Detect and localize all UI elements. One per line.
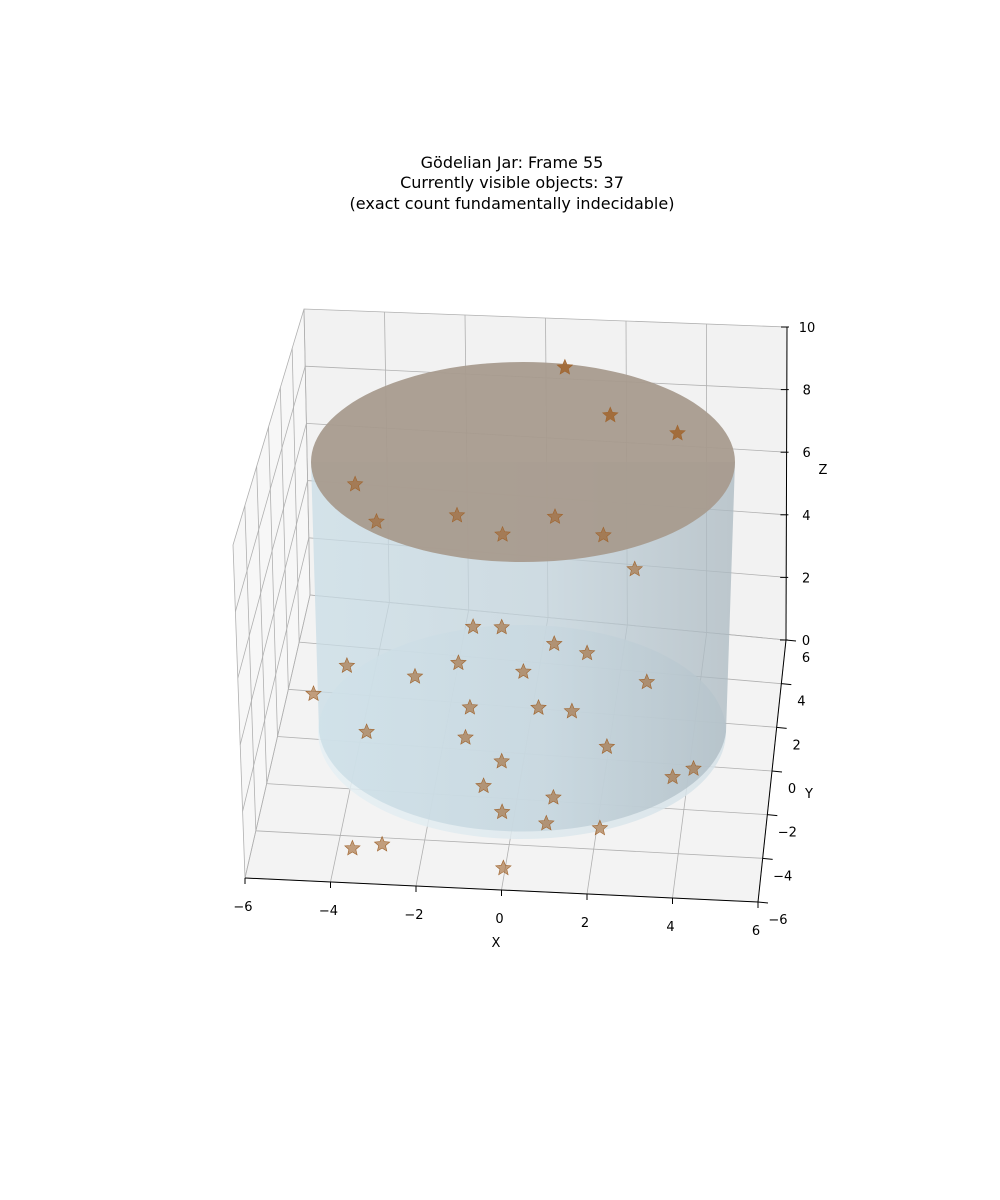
data-point-star (530, 699, 547, 715)
y-tick-label: 6 (802, 651, 810, 666)
y-axis-label: Y (804, 787, 813, 802)
data-points (305, 358, 702, 876)
data-point-star (494, 859, 512, 876)
x-tick-label: −6 (233, 900, 252, 915)
data-point-star (563, 702, 581, 719)
data-point-star (457, 728, 474, 745)
x-tick-label: 0 (495, 912, 503, 927)
data-point-star (493, 803, 511, 820)
data-point-star (448, 506, 466, 523)
data-point-star (450, 654, 467, 671)
jar (311, 362, 735, 839)
jar-wall (311, 462, 735, 832)
y-tick (767, 814, 778, 817)
data-point-star (594, 526, 612, 543)
y-tick-label: 4 (797, 695, 805, 710)
x-tick-label: 6 (752, 924, 760, 939)
x-tick-label: 4 (666, 920, 674, 935)
z-tick-label: 8 (803, 384, 811, 399)
data-point-star (493, 618, 511, 635)
data-point-star (638, 673, 656, 690)
y-tick-label: −4 (773, 869, 792, 884)
data-point-star (494, 525, 511, 542)
data-point-star (464, 618, 482, 635)
data-point-star (537, 814, 555, 831)
title-line-2: Currently visible objects: 37 (400, 173, 624, 192)
title-line-3: (exact count fundamentally indecidable) (350, 194, 675, 213)
y-tick (762, 857, 773, 860)
y-tick (771, 770, 783, 773)
data-point-star (598, 738, 616, 754)
z-tick-label: 6 (802, 446, 810, 461)
data-point-star (664, 768, 681, 785)
data-point-star (685, 759, 702, 776)
data-point-star (305, 685, 322, 702)
z-axis-label: Z (819, 463, 828, 478)
data-point-star (545, 788, 562, 805)
data-point-star (368, 512, 385, 529)
data-point-star (344, 839, 361, 856)
z-tick-label: 2 (802, 571, 810, 586)
data-point-star (461, 698, 479, 715)
data-point-star (578, 644, 596, 661)
data-point-star (601, 406, 619, 423)
axis-labels: X Y Z (492, 463, 828, 951)
z-axis-line (785, 326, 788, 641)
y-tick-label: 0 (788, 782, 796, 797)
chart-title: Gödelian Jar: Frame 55 Currently visible… (350, 153, 675, 213)
title-line-1: Gödelian Jar: Frame 55 (421, 153, 604, 172)
data-point-star (406, 667, 424, 684)
data-point-star (373, 835, 391, 852)
data-point-star (358, 723, 375, 740)
y-tick-label: 2 (793, 738, 801, 753)
axis-ticks: −6 −4 −2 0 2 4 6 −6 −4 −2 0 2 4 6 0 2 4 6 8 10 (233, 321, 815, 939)
y-tick (776, 726, 787, 729)
data-point-star (338, 657, 356, 673)
data-point-star (626, 560, 644, 577)
y-tick-label: −6 (768, 913, 787, 928)
y-tick-label: −2 (778, 826, 797, 841)
data-point-star (475, 777, 492, 794)
y-tick (781, 683, 792, 686)
data-point-star (493, 752, 511, 769)
data-point-star (545, 635, 563, 652)
x-tick-label: −4 (319, 904, 338, 919)
gridline-z (232, 308, 788, 546)
x-tick-label: 2 (581, 916, 589, 931)
z-tick-label: 10 (799, 321, 816, 336)
y-tick (757, 901, 769, 904)
jar-contents-surface (311, 362, 735, 562)
data-point-star (546, 508, 564, 524)
z-tick-label: 4 (802, 509, 810, 524)
data-point-star (514, 663, 532, 679)
x-tick-label: −2 (404, 908, 423, 923)
data-point-star (669, 424, 686, 441)
data-point-star (591, 819, 609, 836)
z-tick-label: 0 (802, 634, 810, 649)
data-point-star (556, 358, 574, 375)
data-point-star (346, 475, 364, 492)
x-axis-label: X (492, 936, 501, 951)
